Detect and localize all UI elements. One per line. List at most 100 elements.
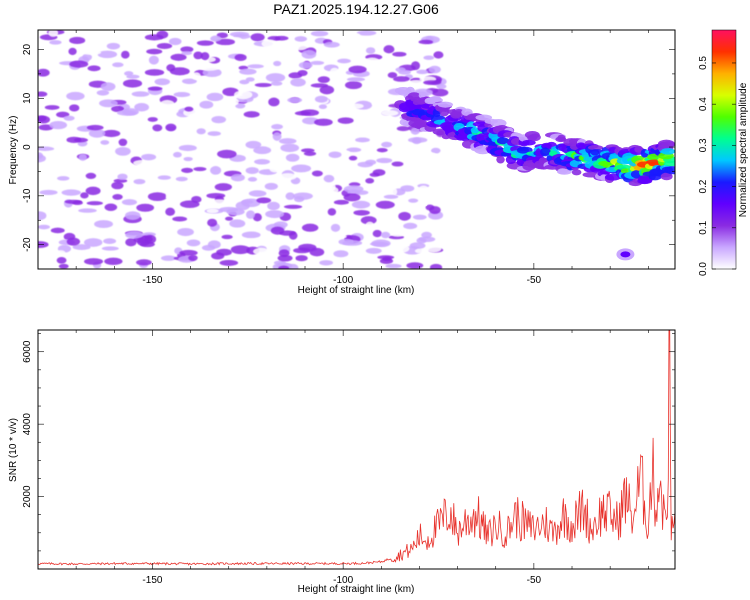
heatmap-cell (227, 66, 237, 73)
heatmap-cell (188, 113, 206, 119)
heatmap-cell (272, 132, 282, 141)
heatmap-cell (287, 97, 303, 103)
heatmap-cell (116, 110, 137, 116)
heatmap-cell (210, 166, 222, 175)
heatmap-cell (229, 219, 246, 228)
heatmap-cell (319, 85, 335, 95)
heatmap-cell (418, 185, 429, 193)
heatmap-cell (61, 189, 81, 196)
heatmap-cell (301, 223, 319, 232)
snr-y-ticks: 2000 4000 6000 (22, 333, 675, 570)
heatmap-cell (245, 167, 259, 175)
heatmap-cell (250, 33, 265, 42)
heatmap-cell (561, 223, 568, 228)
heatmap-cell (196, 128, 206, 135)
heatmap-cell (111, 105, 125, 113)
heatmap-cell (147, 86, 163, 91)
heatmap-cell (286, 49, 296, 56)
heatmap-cell (335, 234, 347, 239)
heatmap-cell (168, 37, 182, 46)
heatmap-cell (216, 248, 232, 256)
heatmap-cell (329, 67, 340, 76)
heatmap-cell (291, 164, 312, 173)
heatmap-cell (278, 265, 290, 269)
y-tick-label: 2000 (22, 485, 33, 508)
heatmap-cell (270, 81, 283, 86)
heatmap-cell (292, 136, 307, 146)
heatmap-cell (97, 50, 118, 59)
heatmap-cell (385, 263, 402, 269)
heatmap-x-label: Height of straight line (km) (298, 285, 415, 296)
heatmap-y-label: Frequency (Hz) (8, 116, 19, 185)
heatmap-cell (181, 167, 194, 173)
heatmap-cell (122, 79, 143, 88)
heatmap-cell (622, 196, 631, 202)
heatmap-cell (247, 177, 258, 182)
heatmap-cell (72, 244, 91, 251)
heatmap-cell (269, 166, 282, 173)
heatmap-cell (104, 257, 123, 266)
heatmap-cell (117, 173, 128, 181)
heatmap-cell (362, 181, 377, 187)
heatmap-cell (376, 157, 393, 164)
heatmap-cell (46, 57, 61, 64)
heatmap-cell (410, 32, 424, 39)
heatmap-ridge-cell (634, 145, 644, 153)
heatmap-cell (585, 228, 592, 234)
heatmap-cell (314, 118, 333, 126)
heatmap-cell (655, 60, 660, 65)
heatmap-ridge-cell (461, 108, 473, 116)
heatmap-cell (170, 53, 187, 61)
heatmap-cell (85, 172, 97, 180)
heatmap-cell (412, 214, 427, 220)
heatmap-ridge-cell (557, 134, 566, 142)
heatmap-cell (121, 162, 135, 171)
heatmap-cell (206, 208, 219, 214)
heatmap-cell (136, 203, 155, 212)
heatmap-cell (364, 57, 380, 65)
heatmap-cell (298, 243, 317, 252)
heatmap-cell (78, 153, 87, 161)
heatmap-cell (38, 224, 50, 230)
heatmap-ridge-cell (425, 96, 443, 104)
colorbar-tick-label: 0.0 (698, 262, 709, 276)
heatmap-ridge-cell (660, 147, 675, 155)
heatmap-cell (230, 245, 251, 255)
heatmap-cell (212, 175, 225, 180)
heatmap-cell (69, 36, 86, 45)
heatmap-cell (330, 223, 341, 232)
heatmap-cell (103, 238, 117, 244)
y-tick-label: 0 (22, 144, 33, 150)
heatmap-y-ticks: -20 -10 0 10 20 (22, 44, 675, 270)
x-tick-label: -50 (527, 575, 542, 586)
heatmap-cell (210, 35, 222, 42)
heatmap-cell (333, 199, 349, 205)
colorbar-ticks: 0.0 0.1 0.2 0.3 0.4 0.5 (698, 56, 736, 276)
heatmap-cell (229, 31, 250, 37)
heatmap-cell (416, 237, 427, 244)
heatmap-cell (115, 147, 131, 156)
heatmap-ridge-cell (521, 139, 536, 146)
heatmap-cell (348, 65, 367, 74)
heatmap-cell (271, 124, 283, 130)
heatmap-cell (285, 192, 295, 200)
heatmap-cell (393, 151, 407, 160)
heatmap-cell (270, 226, 285, 235)
heatmap-cell (82, 50, 102, 55)
snr-y-label: SNR (10 * v/v) (8, 418, 19, 482)
heatmap-cell (387, 72, 398, 79)
heatmap-cell (39, 189, 58, 196)
heatmap-cell (380, 231, 391, 239)
heatmap-cell (629, 130, 638, 136)
heatmap-cell (173, 92, 191, 98)
heatmap-cell (241, 231, 261, 239)
heatmap-cell (423, 55, 435, 60)
heatmap-cell (253, 146, 272, 155)
heatmap-cell (337, 58, 351, 64)
heatmap-ridge-cell (590, 149, 600, 156)
heatmap-cell (182, 78, 197, 85)
x-tick-label: -100 (333, 575, 353, 586)
colorbar-tick-label: 0.2 (698, 179, 709, 193)
heatmap-cell (96, 90, 110, 96)
heatmap-cell (56, 256, 67, 264)
